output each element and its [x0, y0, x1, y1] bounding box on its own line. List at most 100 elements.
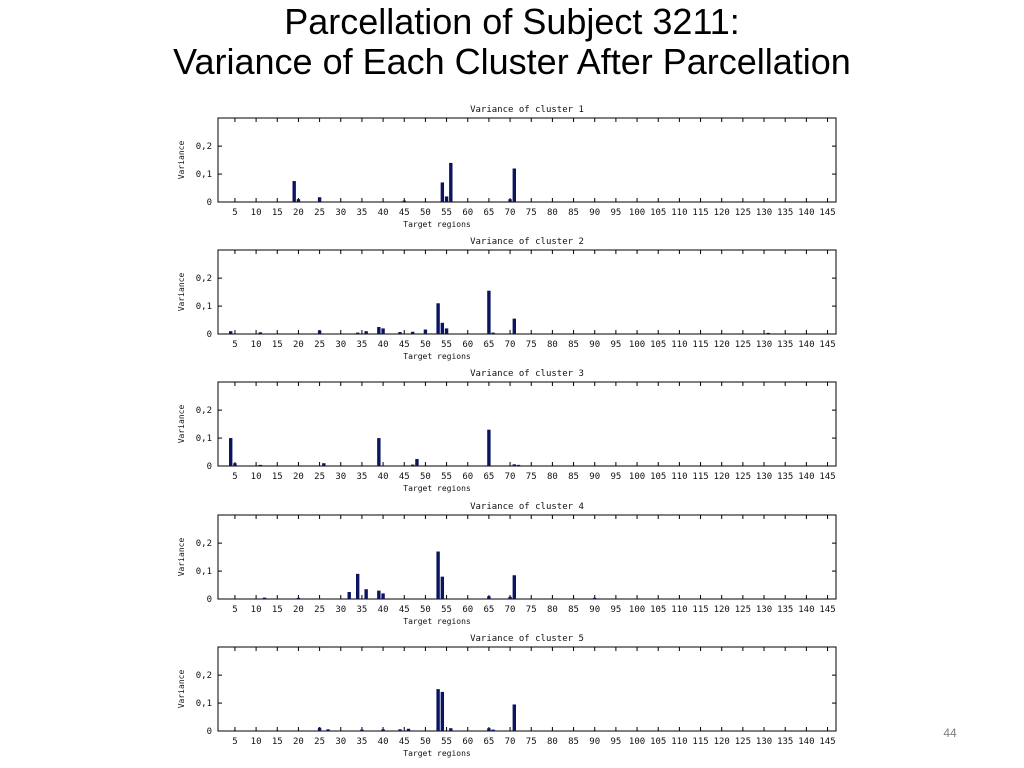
chart-2-xtick-label: 80	[547, 340, 558, 350]
chart-2-xtick-label: 40	[378, 340, 389, 350]
chart-5-xtick-label: 55	[441, 737, 452, 747]
chart-5-bar-27	[326, 729, 330, 731]
chart-1-xtick-label: 25	[314, 208, 325, 218]
chart-3-xtick-label: 140	[798, 472, 814, 482]
chart-3-xtick-label: 110	[671, 472, 687, 482]
chart-5-bar-44	[398, 729, 402, 731]
chart-3-xtick-label: 115	[692, 472, 708, 482]
chart-3-xtick-label: 55	[441, 472, 452, 482]
chart-1-bar-25	[317, 197, 322, 202]
chart-4-xtick-label: 110	[671, 605, 687, 615]
chart-5-bar-40	[381, 729, 385, 731]
chart-4-xtick-label: 115	[692, 605, 708, 615]
chart-4-bar-53	[436, 551, 440, 599]
chart-2-bar-65	[487, 290, 491, 334]
chart-5-xtick-label: 85	[568, 737, 579, 747]
chart-1-ytick-label: 0,2	[196, 142, 212, 152]
chart-5-bar-46	[406, 728, 411, 731]
chart-5-bar-71	[512, 704, 516, 731]
slide-title-line-1: Parcellation of Subject 3211:	[284, 1, 740, 42]
chart-4-xtick-label: 125	[735, 605, 751, 615]
chart-2-bar-34	[355, 332, 360, 334]
chart-5-bar-53	[436, 689, 440, 731]
chart-2-xtick-label: 30	[335, 340, 346, 350]
chart-2-xtick-label: 135	[777, 340, 793, 350]
chart-4-ytick-label: 0,1	[196, 567, 212, 577]
chart-2-ytick-label: 0,2	[196, 274, 212, 284]
chart-1-bar-54	[440, 182, 445, 202]
chart-1-ytick-label: 0,1	[196, 170, 212, 180]
chart-2-ylabel: Variance	[177, 273, 186, 312]
chart-5-bar-25	[317, 727, 322, 731]
chart-3-bar-11	[258, 464, 263, 466]
chart-4-bar-54	[440, 576, 445, 599]
chart-4-xtick-label: 80	[547, 605, 558, 615]
chart-1-bar-19	[292, 181, 296, 202]
chart-2-xtick-label: 115	[692, 340, 708, 350]
chart-1-xtick-label: 130	[756, 208, 772, 218]
chart-1-title: Variance of cluster 1	[470, 105, 584, 115]
chart-1-bar-55	[444, 196, 449, 202]
chart-5-bar-65	[487, 728, 491, 731]
chart-5-ytick-label: 0,1	[196, 699, 212, 709]
chart-2-title: Variance of cluster 2	[470, 237, 584, 247]
chart-4-xtick-label: 140	[798, 605, 814, 615]
chart-3-xtick-label: 95	[610, 472, 621, 482]
chart-4-xlabel: Target regions	[403, 617, 471, 626]
chart-2-xtick-label: 140	[798, 340, 814, 350]
chart-4-xtick-label: 50	[420, 605, 431, 615]
chart-4-xtick-label: 5	[232, 605, 237, 615]
chart-2-bar-131	[766, 332, 770, 334]
chart-5-xtick-label: 25	[314, 737, 325, 747]
chart-2-xtick-label: 5	[232, 340, 237, 350]
chart-4-xtick-label: 145	[819, 605, 835, 615]
chart-2-bar-11	[258, 332, 263, 334]
chart-4-xtick-label: 105	[650, 605, 666, 615]
chart-2-xtick-label: 45	[399, 340, 410, 350]
chart-3-ytick-label: 0	[207, 462, 212, 472]
chart-4-xtick-label: 135	[777, 605, 793, 615]
chart-2-bar-55	[444, 328, 449, 334]
chart-1-xtick-label: 95	[610, 208, 621, 218]
chart-5-xtick-label: 10	[251, 737, 262, 747]
chart-4-xtick-label: 55	[441, 605, 452, 615]
chart-2-bar-39	[377, 327, 381, 334]
chart-5-xtick-label: 95	[610, 737, 621, 747]
chart-4-bar-65	[487, 596, 491, 599]
chart-2-xtick-label: 90	[589, 340, 600, 350]
chart-1-xtick-label: 10	[251, 208, 262, 218]
chart-3-frame	[217, 381, 837, 467]
chart-3-xtick-label: 15	[272, 472, 283, 482]
chart-5-xtick-label: 130	[756, 737, 772, 747]
chart-4-bar-12	[262, 597, 267, 599]
chart-1-ylabel: Variance	[177, 141, 186, 180]
chart-1-bar-71	[512, 168, 516, 202]
chart-1-ytick-label: 0	[207, 198, 212, 208]
chart-4-xtick-label: 60	[462, 605, 473, 615]
chart-5-xtick-label: 145	[819, 737, 835, 747]
page-number: 44	[943, 726, 957, 740]
chart-4-bar-90	[593, 597, 597, 599]
chart-4-bar-70	[508, 596, 512, 599]
chart-1-xtick-label: 15	[272, 208, 283, 218]
chart-5-xtick-label: 70	[505, 737, 516, 747]
chart-5-xtick-label: 115	[692, 737, 708, 747]
chart-1-xtick-label: 35	[356, 208, 367, 218]
chart-5-xtick-label: 30	[335, 737, 346, 747]
chart-3-xtick-label: 85	[568, 472, 579, 482]
chart-4-xtick-label: 95	[610, 605, 621, 615]
chart-3-xtick-label: 65	[483, 472, 494, 482]
chart-2-xtick-label: 75	[526, 340, 537, 350]
chart-1-xtick-label: 135	[777, 208, 793, 218]
chart-2-bar-25	[317, 330, 322, 334]
chart-2-xtick-label: 60	[462, 340, 473, 350]
chart-5-title: Variance of cluster 5	[470, 634, 584, 644]
chart-1-xtick-label: 5	[232, 208, 237, 218]
chart-3-xtick-label: 90	[589, 472, 600, 482]
chart-3-xtick-label: 75	[526, 472, 537, 482]
chart-5-xlabel: Target regions	[403, 749, 471, 758]
chart-2-bar-66	[491, 332, 495, 334]
chart-3-ylabel: Variance	[177, 405, 186, 444]
chart-3-bar-26	[322, 463, 326, 466]
chart-4-xtick-label: 45	[399, 605, 410, 615]
